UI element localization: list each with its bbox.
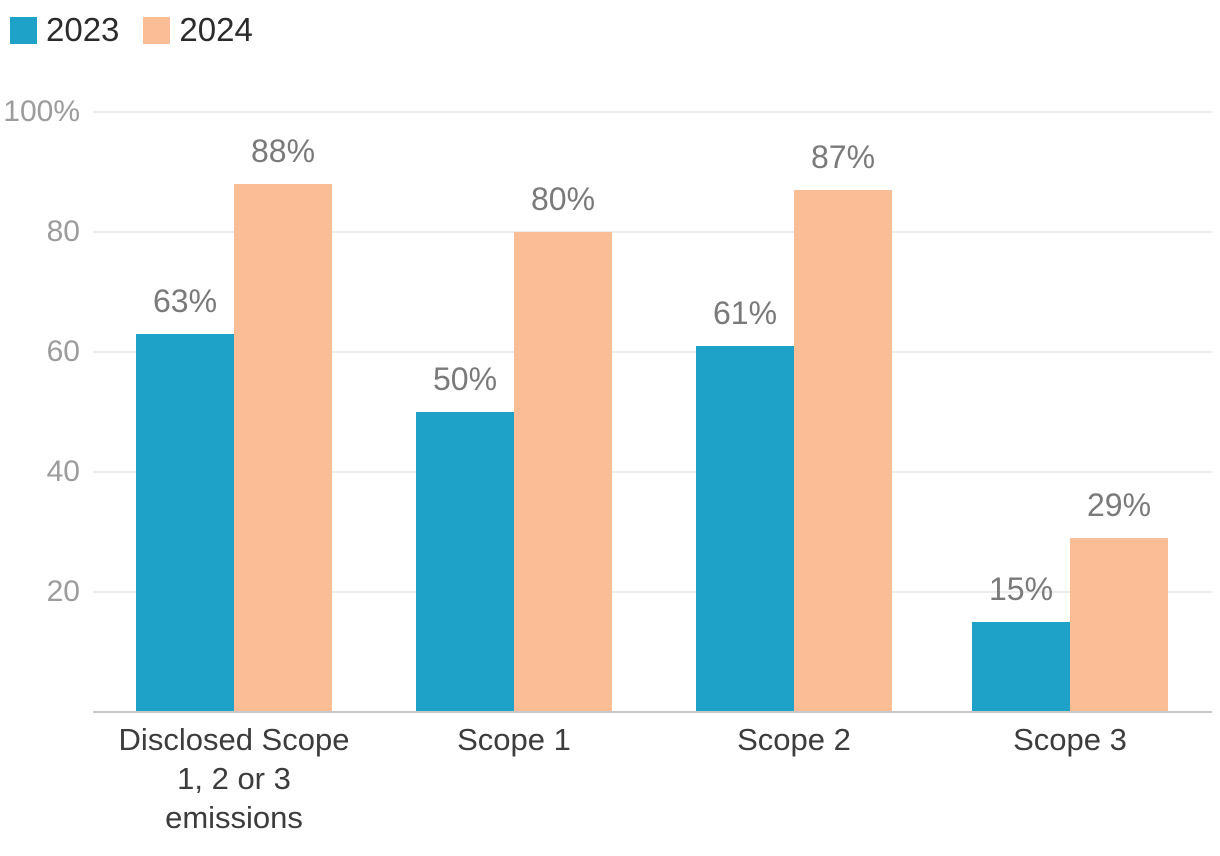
- y-axis-label-80: 80: [46, 215, 80, 248]
- bar-2023-scope-3: [972, 622, 1070, 712]
- bar-2023-scope-2: [696, 346, 794, 712]
- value-label-2023-scope-2: 61%: [712, 295, 778, 331]
- legend-item-2024: 2024: [143, 11, 253, 48]
- legend-label-2024: 2024: [179, 11, 253, 48]
- legend-swatch-2024: [143, 16, 171, 44]
- x-axis-line: [93, 711, 1212, 713]
- chart-legend: 2023 2024: [10, 11, 253, 48]
- value-label-2023-scope-1: 50%: [432, 361, 498, 397]
- legend-swatch-2023: [10, 16, 37, 44]
- gridline-40: [93, 471, 1212, 473]
- bar-2023-disclosed-scope-1-2-or-3-emissions: [136, 334, 234, 712]
- legend-label-2023: 2023: [46, 11, 120, 48]
- gridline-100: [93, 111, 1212, 113]
- x-axis-category-scope-3: Scope 3: [1013, 722, 1127, 757]
- y-axis-label-100: 100%: [3, 95, 80, 128]
- gridline-80: [93, 231, 1212, 233]
- gridline-60: [93, 351, 1212, 353]
- y-axis-label-60: 60: [46, 335, 80, 368]
- x-axis-category-scope-2: Scope 2: [737, 722, 851, 757]
- legend-item-2023: 2023: [10, 11, 120, 48]
- gridline-20: [93, 591, 1212, 593]
- value-label-2023-scope-3: 15%: [988, 571, 1054, 607]
- bar-2024-scope-3: [1070, 538, 1168, 712]
- bar-2024-scope-1: [514, 232, 612, 712]
- y-axis-label-20: 20: [46, 575, 80, 608]
- value-label-2024-scope-1: 80%: [530, 181, 596, 217]
- value-label-2024-disclosed-scope-1-2-or-3-emissions: 88%: [250, 133, 316, 169]
- value-label-2024-scope-3: 29%: [1086, 487, 1152, 523]
- x-axis-category-scope-1: Scope 1: [457, 722, 571, 757]
- x-axis-category-disclosed-scope-1-2-or-3-emissions: Disclosed Scope 1, 2 or 3 emissions: [118, 722, 350, 836]
- y-axis-label-40: 40: [46, 455, 80, 488]
- value-label-2024-scope-2: 87%: [810, 139, 876, 175]
- bar-2023-scope-1: [416, 412, 514, 712]
- bar-2024-disclosed-scope-1-2-or-3-emissions: [234, 184, 332, 712]
- bar-2024-scope-2: [794, 190, 892, 712]
- value-label-2023-disclosed-scope-1-2-or-3-emissions: 63%: [152, 283, 218, 319]
